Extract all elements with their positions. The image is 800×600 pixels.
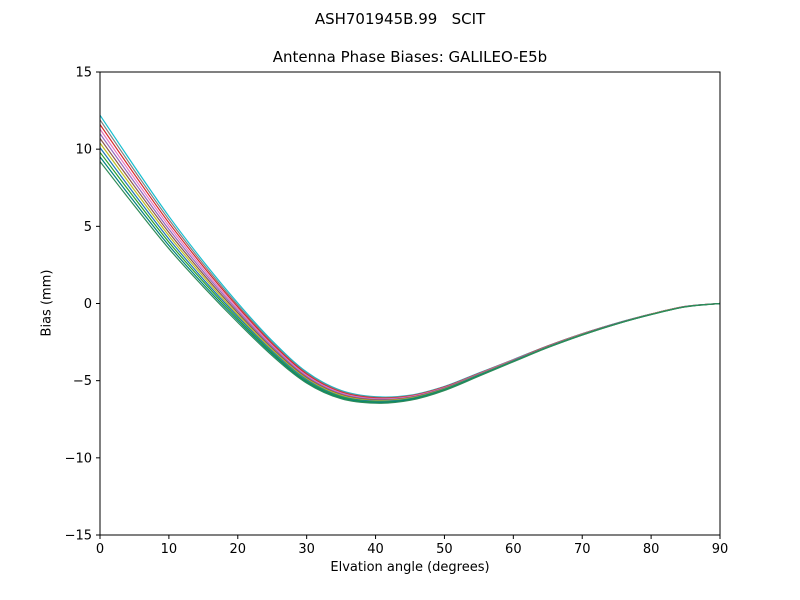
y-tick-label: 5 <box>84 220 92 235</box>
x-tick-label: 0 <box>96 542 104 557</box>
x-tick-label: 80 <box>643 542 660 557</box>
y-axis-label: Bias (mm) <box>39 269 55 337</box>
y-tick-label: −5 <box>73 374 92 389</box>
y-tick-label: 0 <box>84 297 92 312</box>
x-tick-label: 40 <box>367 542 384 557</box>
x-tick-label: 30 <box>298 542 315 557</box>
series-line-07 <box>99 142 721 402</box>
x-tick-label: 60 <box>505 542 522 557</box>
x-tick-label: 50 <box>436 542 453 557</box>
x-axis-label: Elvation angle (degrees) <box>330 560 490 575</box>
x-tick-label: 90 <box>712 542 729 557</box>
y-tick-label: −15 <box>65 529 92 544</box>
figure-suptitle: ASH701945B.99 SCIT <box>314 10 486 28</box>
y-tick-label: −10 <box>65 451 92 466</box>
series-line-09 <box>99 151 721 403</box>
y-tick-label: 10 <box>75 143 92 158</box>
series-line-10 <box>99 156 721 404</box>
x-tick-label: 10 <box>161 542 178 557</box>
x-tick-label: 70 <box>574 542 591 557</box>
x-tick-label: 20 <box>230 542 247 557</box>
axes-spines <box>99 71 721 536</box>
series-line-08 <box>99 147 721 402</box>
axes-title: Antenna Phase Biases: GALILEO-E5b <box>272 48 548 66</box>
y-tick-label: 15 <box>75 66 92 81</box>
series-line-11 <box>99 161 721 404</box>
